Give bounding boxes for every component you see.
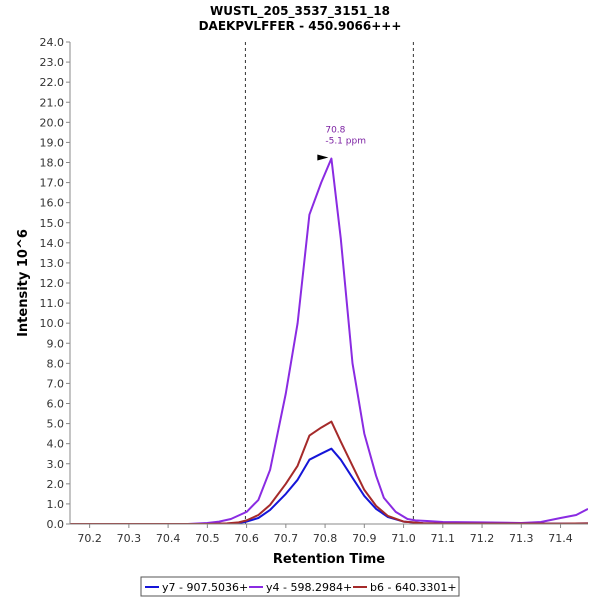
y-tick-label: 23.0 (40, 56, 65, 69)
x-tick-label: 71.0 (391, 532, 416, 545)
y-tick-label: 11.0 (40, 297, 65, 310)
y-tick-label: 18.0 (40, 157, 65, 170)
y-tick-label: 8.0 (47, 357, 65, 370)
y-tick-label: 0.0 (47, 518, 65, 531)
y-tick-label: 13.0 (40, 257, 65, 270)
x-tick-label: 71.3 (509, 532, 534, 545)
peak-annotation-text: 70.8 (325, 125, 345, 135)
y-tick-label: 14.0 (40, 237, 65, 250)
legend-label: y7 - 907.5036+ (162, 581, 248, 594)
x-tick-label: 71.2 (470, 532, 495, 545)
y-tick-label: 21.0 (40, 96, 65, 109)
x-tick-label: 70.5 (195, 532, 220, 545)
legend-label: y4 - 598.2984+ (266, 581, 352, 594)
y-tick-label: 1.0 (47, 498, 65, 511)
y-tick-label: 15.0 (40, 217, 65, 230)
plot-area (70, 42, 588, 524)
x-tick-label: 70.2 (77, 532, 102, 545)
peak-arrow-icon (317, 154, 329, 161)
x-axis-label: Retention Time (273, 552, 385, 567)
y-tick-label: 17.0 (40, 177, 65, 190)
chart-title: WUSTL_205_3537_3151_18 (210, 4, 390, 19)
y-tick-label: 7.0 (47, 377, 65, 390)
x-tick-label: 70.7 (274, 532, 299, 545)
x-tick-label: 71.4 (548, 532, 573, 545)
x-tick-label: 70.8 (313, 532, 338, 545)
x-tick-label: 70.4 (156, 532, 181, 545)
y-tick-label: 19.0 (40, 136, 65, 149)
y-tick-label: 20.0 (40, 116, 65, 129)
y-tick-label: 10.0 (40, 317, 65, 330)
y-tick-label: 4.0 (47, 438, 65, 451)
y-tick-label: 9.0 (47, 337, 65, 350)
legend-box (140, 576, 460, 597)
y-axis-label: Intensity 10^6 (16, 229, 31, 337)
series-line-2 (70, 157, 588, 524)
y-tick-label: 24.0 (40, 36, 65, 49)
peak-annotation-text: -5.1 ppm (325, 136, 366, 146)
legend: y7 - 907.5036+ y4 - 598.2984+ b6 - 640.330… (140, 576, 460, 597)
y-tick-label: 2.0 (47, 478, 65, 491)
legend-label: b6 - 640.3301+ (370, 581, 457, 594)
x-tick-label: 71.1 (431, 532, 456, 545)
chart-subtitle: DAEKPVLFFER - 450.9066+++ (199, 19, 402, 33)
x-tick-label: 70.6 (234, 532, 259, 545)
y-tick-label: 6.0 (47, 398, 65, 411)
y-tick-label: 3.0 (47, 458, 65, 471)
y-tick-label: 16.0 (40, 197, 65, 210)
y-tick-label: 12.0 (40, 277, 65, 290)
y-tick-label: 5.0 (47, 418, 65, 431)
x-tick-label: 70.9 (352, 532, 377, 545)
y-tick-label: 22.0 (40, 76, 65, 89)
x-tick-label: 70.3 (117, 532, 142, 545)
